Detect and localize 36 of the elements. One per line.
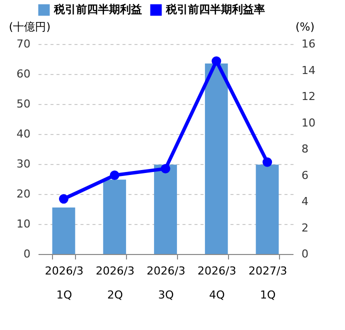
- point: [262, 157, 272, 167]
- bar: [52, 208, 76, 254]
- y2-axis-title: (%): [296, 20, 315, 34]
- y-tick-label: 70: [16, 38, 30, 50]
- y-tick-label: 20: [16, 188, 30, 200]
- bar: [256, 164, 279, 254]
- legend-label: 税引前四半期利益: [53, 3, 142, 16]
- bar: [204, 64, 228, 254]
- point: [212, 56, 222, 66]
- y2-tick-label: 12: [302, 90, 316, 103]
- x-tick-label: 2026/3 1Q: [44, 264, 84, 302]
- x-tick-label: 2027/3 1Q: [248, 264, 288, 302]
- y-tick-label: 50: [16, 98, 30, 110]
- y-tick-label: 10: [16, 218, 30, 230]
- y-tick-label: 0: [24, 248, 30, 260]
- bar: [154, 164, 177, 254]
- y2-tick-label: 14: [302, 64, 316, 77]
- y2-tick-label: 2: [302, 221, 308, 234]
- y2-tick-label: 10: [302, 116, 316, 130]
- y-axis-title: (十億円): [8, 20, 50, 34]
- x-tick-label: 2026/3 4Q: [198, 264, 236, 302]
- bar: [103, 180, 126, 254]
- y2-tick-label: 0: [302, 248, 308, 260]
- y2-tick-label: 8: [302, 142, 308, 156]
- y-tick-label: 60: [16, 68, 30, 80]
- y2-tick-label: 4: [302, 195, 308, 208]
- y-tick-label: 30: [16, 158, 30, 170]
- point: [160, 164, 170, 174]
- y2-tick-label: 6: [302, 168, 308, 182]
- legend-label: 税引前四半期利益率: [165, 3, 265, 16]
- x-tick-label: 2026/3 2Q: [96, 264, 134, 302]
- y2-tick-label: 16: [302, 38, 316, 50]
- point: [58, 194, 68, 204]
- y-tick-label: 40: [16, 128, 30, 140]
- x-tick-label: 2026/3 3Q: [146, 264, 186, 302]
- point: [110, 170, 120, 180]
